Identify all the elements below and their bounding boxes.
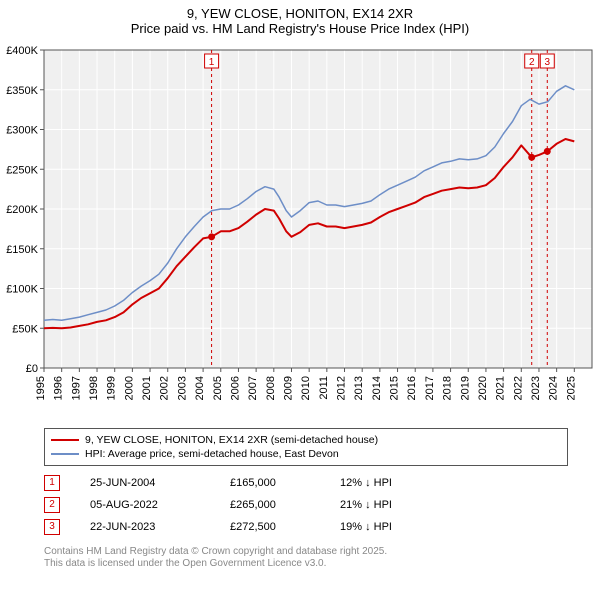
x-tick-label: 2000 (123, 376, 135, 400)
marker-date-2: 05-AUG-2022 (90, 499, 230, 511)
marker-row-2: 2 05-AUG-2022 £265,000 21% ↓ HPI (44, 494, 460, 516)
x-tick-label: 2021 (495, 376, 507, 400)
x-tick-label: 2005 (212, 376, 224, 400)
title-line-2: Price paid vs. HM Land Registry's House … (0, 21, 600, 36)
x-tick-label: 2016 (406, 376, 418, 400)
x-tick-label: 2006 (229, 376, 241, 400)
y-tick-label: £50K (12, 323, 38, 335)
y-tick-label: £350K (6, 85, 38, 97)
marker-row-1: 1 25-JUN-2004 £165,000 12% ↓ HPI (44, 472, 460, 494)
x-tick-label: 2018 (442, 376, 454, 400)
sale-marker-dot (208, 233, 215, 240)
sale-markers-table: 1 25-JUN-2004 £165,000 12% ↓ HPI 2 05-AU… (44, 472, 460, 538)
sale-marker-number: 3 (544, 57, 550, 68)
legend: 9, YEW CLOSE, HONITON, EX14 2XR (semi-de… (44, 428, 568, 466)
sale-marker-number: 1 (209, 57, 215, 68)
x-tick-label: 2009 (282, 376, 294, 400)
chart-area: £0 £50K £100K £150K £200K £250K £300K £350K £400… (0, 44, 600, 424)
y-tick-label: £0 (26, 363, 38, 375)
marker-date-1: 25-JUN-2004 (90, 477, 230, 489)
marker-diff-1: 12% ↓ HPI (340, 477, 460, 489)
x-tick-label: 2001 (141, 376, 153, 400)
x-tick-label: 2003 (176, 376, 188, 400)
x-tick-label: 2012 (336, 376, 348, 400)
x-tick-label: 2008 (265, 376, 277, 400)
x-tick-label: 1997 (70, 376, 82, 400)
x-tick-label: 2002 (159, 376, 171, 400)
legend-row-price-paid: 9, YEW CLOSE, HONITON, EX14 2XR (semi-de… (51, 433, 561, 447)
x-tick-label: 2015 (389, 376, 401, 400)
legend-row-hpi: HPI: Average price, semi-detached house,… (51, 447, 561, 461)
marker-diff-3: 19% ↓ HPI (340, 521, 460, 533)
marker-price-3: £272,500 (230, 521, 340, 533)
marker-badge-2: 2 (44, 497, 60, 513)
x-tick-label: 1999 (106, 376, 118, 400)
x-tick-label: 2010 (300, 376, 312, 400)
x-tick-label: 2013 (353, 376, 365, 400)
marker-price-2: £265,000 (230, 499, 340, 511)
x-tick-label: 2025 (565, 376, 577, 400)
y-tick-label: £100K (6, 284, 38, 296)
x-tick-label: 2017 (424, 376, 436, 400)
x-tick-label: 1995 (35, 376, 47, 400)
footer-attribution: Contains HM Land Registry data © Crown c… (44, 546, 387, 570)
marker-diff-2: 21% ↓ HPI (340, 499, 460, 511)
marker-date-3: 22-JUN-2023 (90, 521, 230, 533)
marker-badge-3: 3 (44, 519, 60, 535)
legend-label-price-paid: 9, YEW CLOSE, HONITON, EX14 2XR (semi-de… (85, 433, 378, 447)
x-tick-label: 2011 (318, 376, 330, 400)
footer-line-2: This data is licensed under the Open Gov… (44, 558, 387, 570)
title-line-1: 9, YEW CLOSE, HONITON, EX14 2XR (0, 6, 600, 21)
line-chart-svg: £0 £50K £100K £150K £200K £250K £300K £350K £400… (0, 44, 600, 424)
x-tick-label: 2023 (530, 376, 542, 400)
x-tick-label: 2020 (477, 376, 489, 400)
y-tick-label: £400K (6, 45, 38, 57)
x-tick-label: 2004 (194, 376, 206, 400)
y-tick-label: £150K (6, 244, 38, 256)
x-tick-label: 2024 (548, 376, 560, 400)
x-tick-label: 2014 (371, 376, 383, 400)
y-tick-label: £200K (6, 204, 38, 216)
marker-price-1: £165,000 (230, 477, 340, 489)
x-tick-label: 2007 (247, 376, 259, 400)
x-tick-label: 1998 (88, 376, 100, 400)
legend-label-hpi: HPI: Average price, semi-detached house,… (85, 447, 339, 461)
x-tick-label: 1996 (53, 376, 65, 400)
y-tick-label: £300K (6, 125, 38, 137)
x-tick-label: 2022 (512, 376, 524, 400)
y-tick-label: £250K (6, 164, 38, 176)
sale-marker-number: 2 (529, 57, 535, 68)
footer-line-1: Contains HM Land Registry data © Crown c… (44, 546, 387, 558)
chart-title: 9, YEW CLOSE, HONITON, EX14 2XR Price pa… (0, 0, 600, 36)
sale-marker-dot (528, 154, 535, 161)
sale-marker-dot (544, 148, 551, 155)
x-tick-label: 2019 (459, 376, 471, 400)
marker-badge-1: 1 (44, 475, 60, 491)
legend-swatch-price-paid (51, 439, 79, 441)
marker-row-3: 3 22-JUN-2023 £272,500 19% ↓ HPI (44, 516, 460, 538)
legend-swatch-hpi (51, 453, 79, 455)
